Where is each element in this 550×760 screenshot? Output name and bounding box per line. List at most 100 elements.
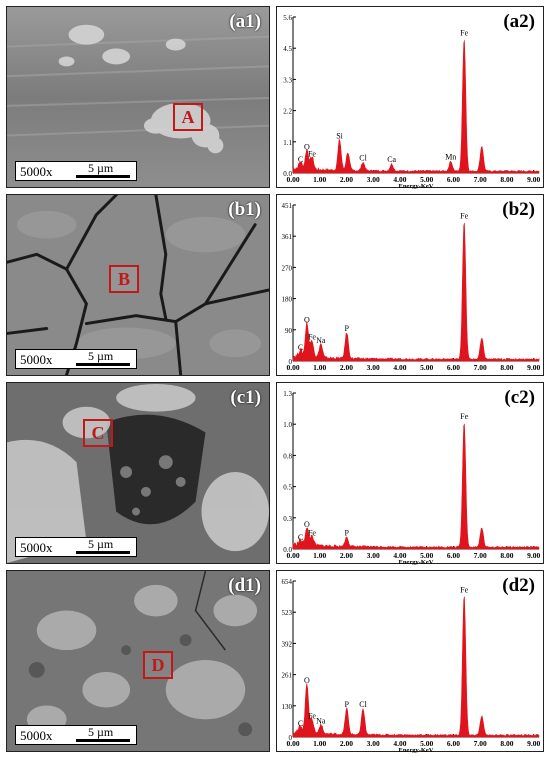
x-tick-label: 0.00 [286,363,299,372]
x-tick-label: 5.00 [420,739,433,748]
y-tick-label: 0.5 [283,484,292,492]
spectrum-area [292,222,540,362]
sem-texture-c1 [7,383,269,563]
sem-image-d1: (d1) D 5000x 5 µm [6,570,270,752]
y-tick-label: 180 [282,296,293,304]
x-axis-label: Energy-KeV [398,559,433,565]
y-tick-label: 0 [289,734,293,742]
y-tick-label: 130 [282,703,293,711]
y-tick-label: 2.2 [283,108,292,116]
y-tick-label: 270 [282,264,293,272]
y-tick-label: 5.6 [283,14,292,22]
eds-chart: 0 90 180 270 361 451 0.00 1.00 2.00 3.00 4.00 5.00 6… [282,202,541,372]
y-tick-label: 0.0 [283,170,292,178]
x-tick-label: 9.00 [527,551,540,560]
x-tick-label: 8.00 [500,175,513,184]
y-tick-label: 3.3 [283,76,292,84]
peak-label-o: O [304,315,310,324]
peak-label-cl: Cl [359,700,367,709]
scale-bar-line [76,175,130,178]
scale-bar-line [76,551,130,554]
x-tick-label: 1.00 [313,551,326,560]
peak-label-mn: Mn [445,152,456,161]
x-tick-label: 0.00 [286,739,299,748]
peak-label-cl: Cl [359,154,367,163]
panel-row-c: (c1) C 5000x 5 µm 0.0 0.3 0.5 0.8 1.0 1.3 0.00… [0,382,550,565]
scale-bar: 5000x 5 µm [15,161,137,181]
x-tick-label: 2.00 [340,175,353,184]
panel-row-b: (b1) B 5000x 5 µm 0 90 180 270 361 451 0.00 1.0… [0,194,550,376]
region-marker: A [173,103,203,131]
magnification: 5000x [20,164,53,179]
peak-label-c: C [298,155,303,164]
peak-label-na: Na [316,336,326,345]
scale-length: 5 µm [88,349,114,363]
magnification: 5000x [20,352,53,367]
region-marker: D [143,651,173,679]
peak-label-fe: Fe [308,712,316,721]
spectrum-area [292,596,540,738]
y-tick-label: 0 [289,358,293,366]
x-tick-label: 9.00 [527,363,540,372]
peak-label-si: Si [336,131,343,140]
panel-label: (d1) [228,575,261,596]
x-tick-label: 6.00 [447,175,460,184]
scale-bar: 5000x 5 µm [15,537,137,557]
panel-label: (a1) [229,11,261,32]
x-tick-label: 6.00 [447,551,460,560]
x-tick-label: 3.00 [367,175,380,184]
x-tick-label: 9.00 [527,739,540,748]
sem-image-b1: (b1) B 5000x 5 µm [6,194,270,376]
peak-label-fe: Fe [460,28,468,37]
peak-label-fe: Fe [460,212,468,221]
peak-label-ca: Ca [387,155,396,164]
y-tick-label: 361 [282,233,293,241]
x-tick-label: 7.00 [474,363,487,372]
peak-label-fe: Fe [308,149,316,158]
scale-length: 5 µm [88,537,114,551]
panel-label: (c1) [230,387,261,408]
y-tick-label: 1.1 [283,139,292,147]
peak-label-p: P [345,700,350,709]
x-tick-label: 0.00 [286,551,299,560]
x-tick-label: 6.00 [447,739,460,748]
scale-length: 5 µm [88,161,114,175]
x-tick-label: 1.00 [313,739,326,748]
scale-bar-line [76,739,130,742]
x-tick-label: 3.00 [367,739,380,748]
peak-label-fe: Fe [460,585,468,594]
y-tick-label: 0.3 [283,515,292,523]
eds-spectrum-a2: 0.0 1.1 2.2 3.3 4.5 5.6 0.00 1.00 2.00 3.00 4.00 5.… [276,6,544,189]
scale-bar-line [76,363,130,366]
magnification: 5000x [20,728,53,743]
peak-label-fe: Fe [308,333,316,342]
y-tick-label: 392 [282,640,293,648]
chart-label: (a2) [503,11,535,32]
peak-label-c: C [298,533,303,542]
y-tick-label: 451 [282,202,293,210]
y-tick-label: 1.0 [283,421,292,429]
panel-row-d: (d1) D 5000x 5 µm 0 130 261 392 523 654 0.00 1.… [0,570,550,753]
region-marker: C [83,419,113,447]
x-tick-label: 3.00 [367,363,380,372]
peak-label-o: O [304,676,310,685]
x-tick-label: 4.00 [393,739,406,748]
sem-texture-d1 [7,571,269,751]
chart-label: (d2) [502,575,535,596]
y-tick-label: 654 [282,578,293,586]
x-tick-label: 9.00 [527,175,540,184]
x-tick-label: 4.00 [393,363,406,372]
eds-chart: 0.0 1.1 2.2 3.3 4.5 5.6 0.00 1.00 2.00 3.00 4.00 5.… [283,14,540,189]
eds-chart: 0.0 0.3 0.5 0.8 1.0 1.3 0.00 1.00 2.00 3.00 4.00 5.… [283,390,540,565]
peak-label-c: C [298,719,303,728]
eds-chart: 0 130 261 392 523 654 0.00 1.00 2.00 3.00 4.00 5.00… [282,578,541,753]
region-marker: B [109,265,139,293]
x-tick-label: 8.00 [500,739,513,748]
panel-label: (b1) [228,199,261,220]
peak-label-o: O [304,143,310,152]
eds-spectrum-d2: 0 130 261 392 523 654 0.00 1.00 2.00 3.00 4.00 5.00… [276,570,544,753]
x-tick-label: 5.00 [420,175,433,184]
y-tick-label: 523 [282,609,293,617]
x-tick-label: 6.00 [447,363,460,372]
sem-image-a1: (a1) A 5000x 5 µm [6,6,270,188]
